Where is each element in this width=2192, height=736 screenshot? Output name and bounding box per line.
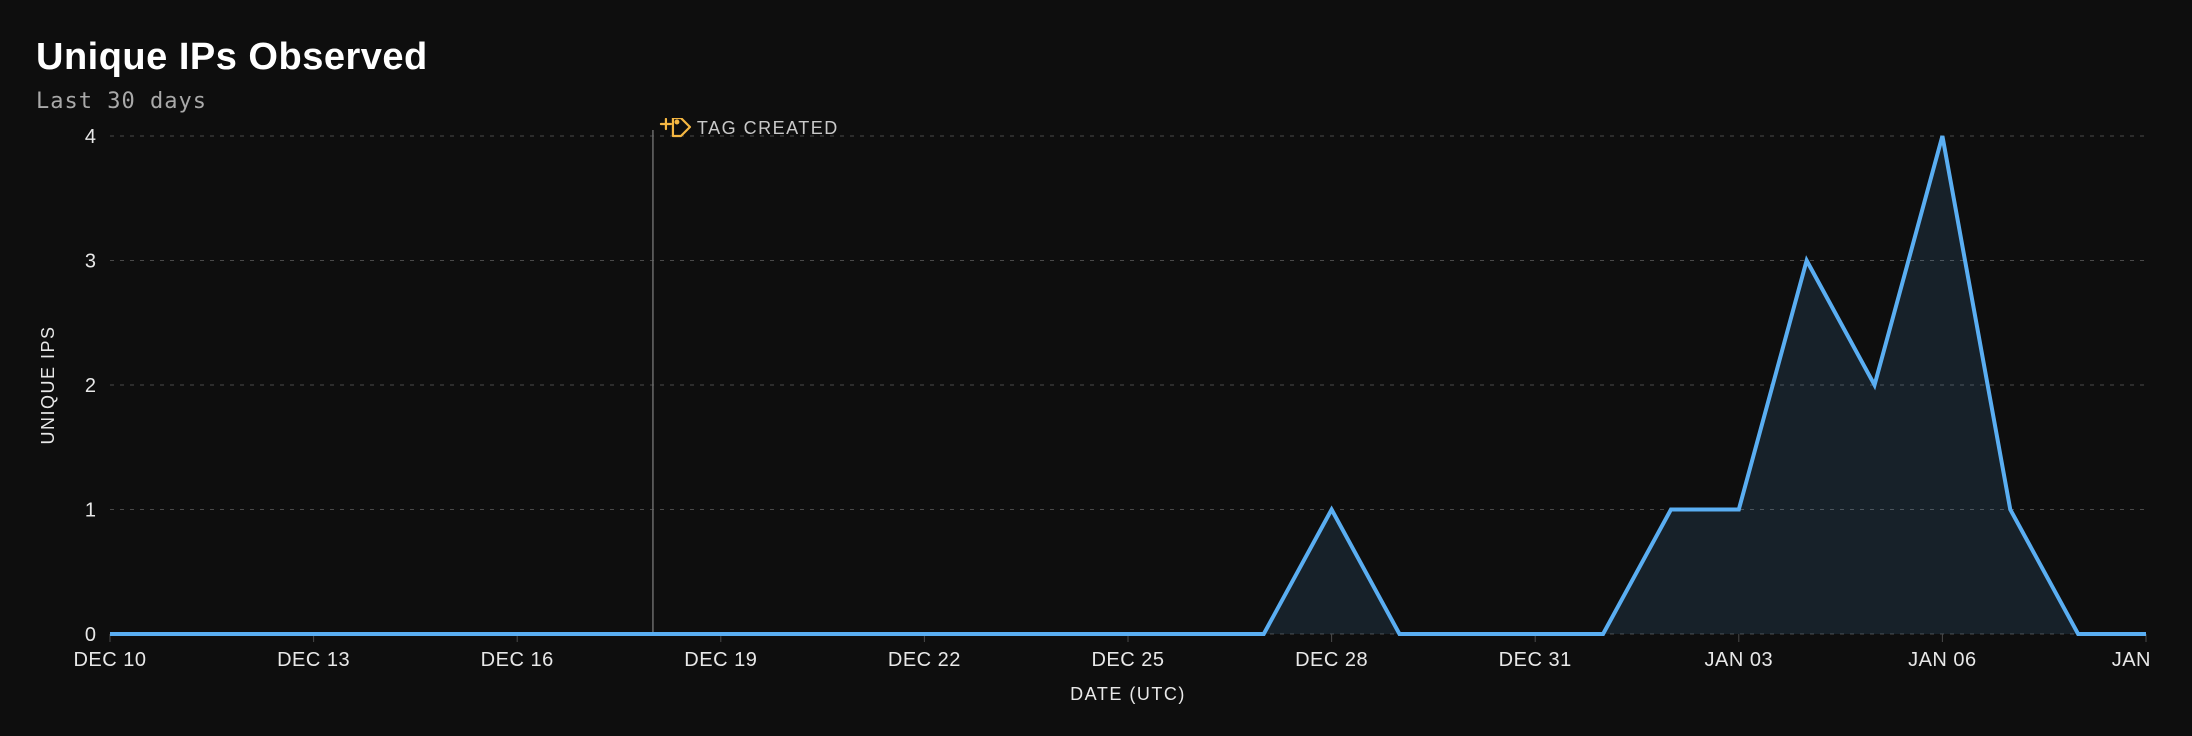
chart-title: Unique IPs Observed (36, 36, 2156, 79)
chart-panel: Unique IPs Observed Last 30 days 0 1 2 3 4 UN… (0, 0, 2192, 736)
chart-subtitle: Last 30 days (36, 89, 2156, 114)
chart-area: 0 1 2 3 4 UNIQUE IPS DEC 10 DEC 13 DEC 16 DEC 19 D… (36, 118, 2156, 712)
x-tick-label: DEC 19 (684, 649, 757, 671)
x-tick-label: JAN 09 (2112, 649, 2156, 671)
x-tick-label: DEC 31 (1499, 649, 1572, 671)
x-tick-label: DEC 22 (888, 649, 961, 671)
x-tick-label: DEC 10 (73, 649, 146, 671)
x-tick-label: JAN 03 (1705, 649, 1774, 671)
x-tick-label: DEC 28 (1295, 649, 1368, 671)
y-tick-label: 3 (85, 251, 96, 273)
x-tick-label: DEC 25 (1091, 649, 1164, 671)
y-tick-label: 2 (85, 375, 96, 397)
x-axis-title: DATE (UTC) (1070, 684, 1186, 704)
y-tick-label: 1 (85, 500, 96, 522)
line-chart: 0 1 2 3 4 UNIQUE IPS DEC 10 DEC 13 DEC 16 DEC 19 D… (36, 118, 2156, 712)
x-tick-label: DEC 13 (277, 649, 350, 671)
y-axis-title: UNIQUE IPS (38, 325, 58, 444)
y-tick-label: 0 (85, 624, 96, 646)
x-tick-label: JAN 06 (1908, 649, 1977, 671)
tag-plus-icon (661, 118, 690, 136)
marker-label: TAG CREATED (697, 118, 839, 138)
y-tick-label: 4 (85, 126, 96, 148)
x-tick-label: DEC 16 (481, 649, 554, 671)
series-area (110, 136, 2146, 634)
